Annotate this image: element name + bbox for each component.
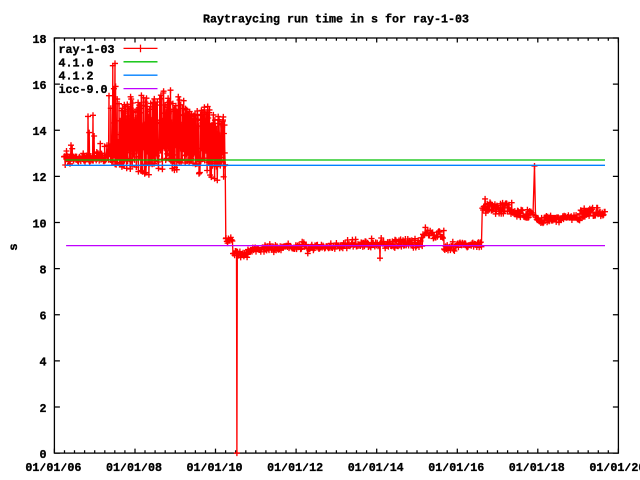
svg-text:20: 20: [631, 461, 640, 475]
svg-text:2: 2: [40, 402, 47, 416]
svg-text:10: 10: [229, 461, 243, 475]
svg-text:01: 01: [208, 461, 222, 475]
svg-text:01: 01: [46, 461, 60, 475]
svg-text:01: 01: [127, 461, 141, 475]
svg-text:01: 01: [187, 461, 201, 475]
svg-text:18: 18: [33, 33, 47, 47]
svg-text:0: 0: [40, 448, 47, 462]
svg-text:01: 01: [428, 461, 442, 475]
svg-text:14: 14: [33, 125, 48, 139]
svg-text:ray-1-03: ray-1-03: [59, 43, 115, 57]
svg-text:18: 18: [551, 461, 565, 475]
svg-text:01: 01: [369, 461, 383, 475]
svg-text:01: 01: [267, 461, 281, 475]
svg-text:14: 14: [390, 461, 405, 475]
svg-text:8: 8: [40, 263, 47, 277]
svg-text:10: 10: [33, 217, 47, 231]
svg-text:6: 6: [40, 310, 47, 324]
svg-text:01: 01: [449, 461, 463, 475]
svg-text:16: 16: [33, 79, 47, 93]
svg-text:08: 08: [148, 461, 162, 475]
svg-text:s: s: [7, 243, 21, 250]
svg-text:01: 01: [106, 461, 120, 475]
svg-text:01: 01: [348, 461, 362, 475]
svg-text:4.1.2: 4.1.2: [59, 70, 94, 84]
svg-text:4: 4: [40, 356, 48, 370]
svg-text:01: 01: [509, 461, 523, 475]
svg-text:12: 12: [33, 171, 47, 185]
svg-text:01: 01: [610, 461, 624, 475]
svg-text:06: 06: [67, 461, 81, 475]
svg-text:12: 12: [309, 461, 323, 475]
svg-text:01: 01: [530, 461, 544, 475]
svg-text:16: 16: [470, 461, 484, 475]
svg-text:4.1.0: 4.1.0: [59, 56, 94, 70]
svg-text:Raytraycing run time in s for: Raytraycing run time in s for ray-1-03: [203, 12, 469, 26]
svg-text:01: 01: [288, 461, 302, 475]
svg-text:01: 01: [589, 461, 603, 475]
svg-text:icc-9.0: icc-9.0: [59, 83, 108, 97]
svg-text:01: 01: [25, 461, 39, 475]
